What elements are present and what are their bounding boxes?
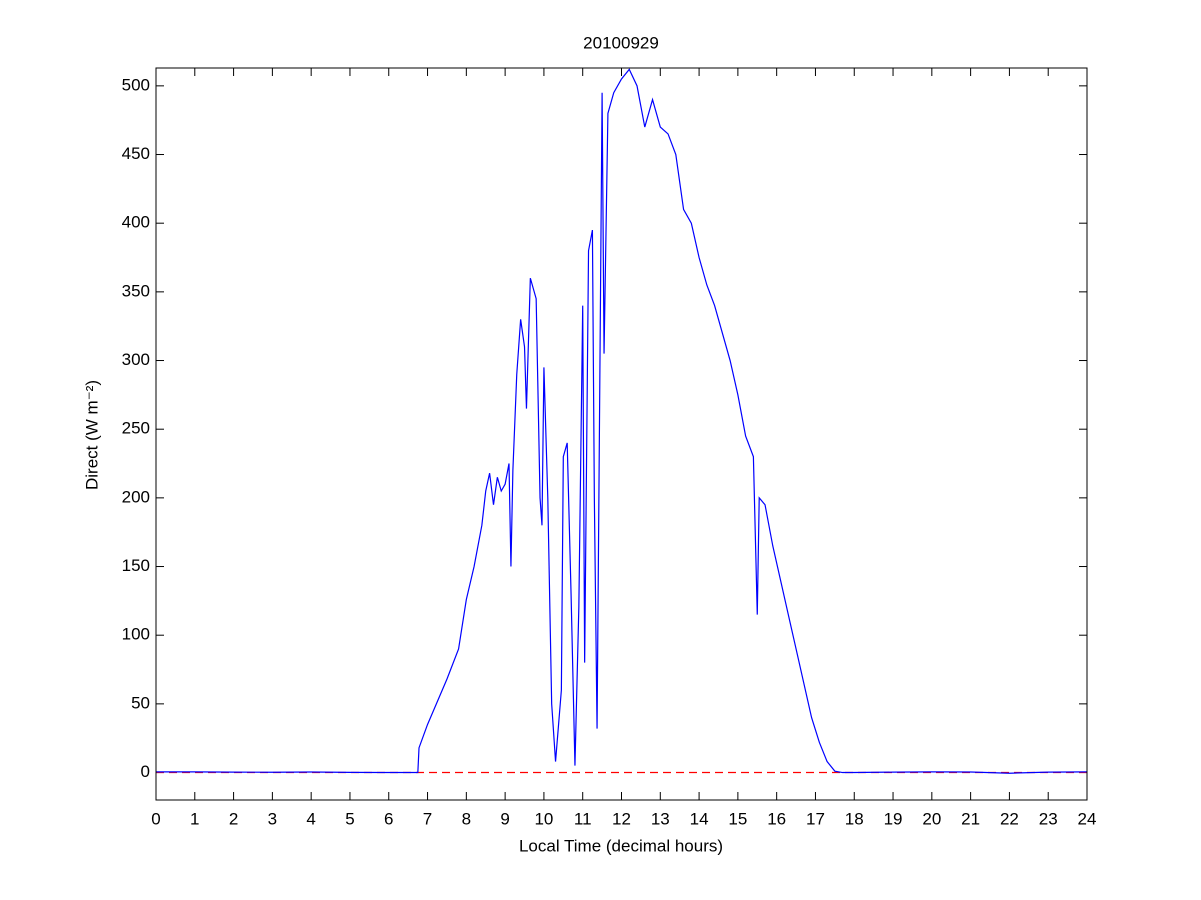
y-tick-label: 400 bbox=[122, 213, 150, 232]
y-tick-label: 500 bbox=[122, 75, 150, 94]
y-tick-label: 200 bbox=[122, 487, 150, 506]
x-tick-label: 14 bbox=[690, 809, 709, 828]
x-tick-label: 1 bbox=[190, 809, 199, 828]
x-tick-label: 9 bbox=[500, 809, 509, 828]
x-tick-label: 23 bbox=[1039, 809, 1058, 828]
x-tick-label: 24 bbox=[1078, 809, 1097, 828]
x-tick-label: 12 bbox=[612, 809, 631, 828]
x-tick-label: 17 bbox=[806, 809, 825, 828]
x-tick-label: 19 bbox=[884, 809, 903, 828]
y-tick-label: 250 bbox=[122, 419, 150, 438]
y-axis-label: Direct (W m⁻²) bbox=[82, 380, 101, 490]
chart-title: 20100929 bbox=[583, 33, 659, 52]
x-tick-label: 13 bbox=[651, 809, 670, 828]
x-tick-label: 6 bbox=[384, 809, 393, 828]
x-tick-label: 7 bbox=[423, 809, 432, 828]
y-tick-label: 150 bbox=[122, 556, 150, 575]
y-tick-label: 450 bbox=[122, 144, 150, 163]
x-tick-label: 2 bbox=[229, 809, 238, 828]
x-tick-label: 22 bbox=[1000, 809, 1019, 828]
x-tick-label: 3 bbox=[268, 809, 277, 828]
x-tick-label: 21 bbox=[961, 809, 980, 828]
x-tick-label: 16 bbox=[767, 809, 786, 828]
x-tick-label: 20 bbox=[922, 809, 941, 828]
y-tick-label: 300 bbox=[122, 350, 150, 369]
y-tick-label: 350 bbox=[122, 281, 150, 300]
x-tick-label: 8 bbox=[462, 809, 471, 828]
x-axis-label: Local Time (decimal hours) bbox=[519, 836, 723, 855]
plot-frame bbox=[155, 67, 1088, 801]
x-tick-label: 0 bbox=[151, 809, 160, 828]
x-tick-label: 4 bbox=[306, 809, 315, 828]
x-tick-label: 15 bbox=[728, 809, 747, 828]
y-tick-label: 100 bbox=[122, 625, 150, 644]
x-tick-label: 5 bbox=[345, 809, 354, 828]
y-tick-label: 50 bbox=[131, 693, 150, 712]
x-tick-label: 11 bbox=[574, 809, 592, 828]
x-tick-label: 18 bbox=[845, 809, 864, 828]
data-line bbox=[156, 68, 1088, 774]
y-tick-label: 0 bbox=[141, 762, 150, 781]
x-tick-label: 10 bbox=[534, 809, 553, 828]
